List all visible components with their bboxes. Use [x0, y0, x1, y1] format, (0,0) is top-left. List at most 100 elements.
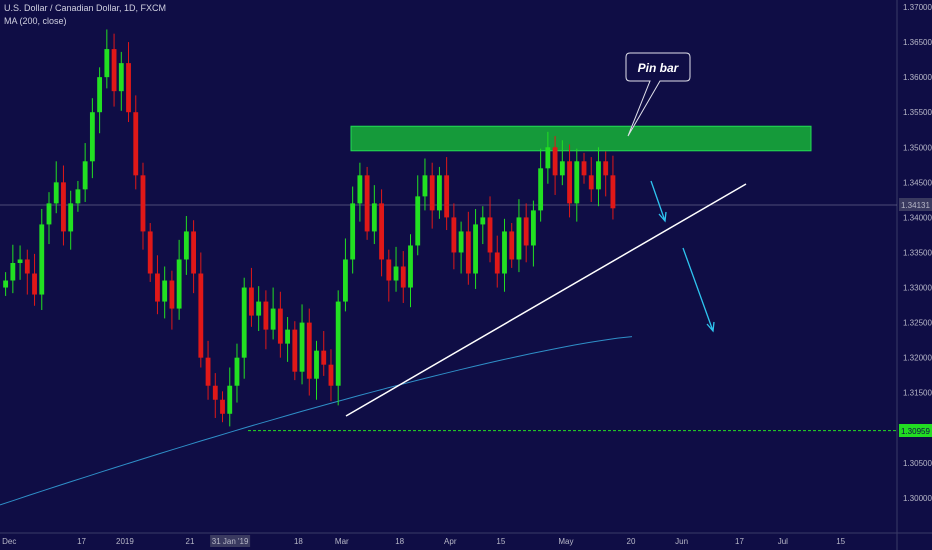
x-tick-label: May [558, 537, 573, 546]
candle-body [32, 273, 37, 295]
candle-body [111, 49, 117, 92]
y-tick-label: 1.35000 [903, 143, 932, 152]
x-tick-label: 18 [395, 537, 404, 546]
candle-body [364, 175, 370, 232]
candle-body [299, 322, 305, 372]
candle-body [458, 231, 464, 253]
x-tick-label: 18 [294, 537, 303, 546]
candle-body [567, 161, 572, 204]
arrow-short [650, 180, 667, 223]
moving-average-line [0, 336, 633, 506]
candle-body [596, 161, 601, 190]
candle-body [227, 385, 233, 414]
candle-body [3, 280, 9, 288]
y-tick-label: 1.32500 [903, 319, 932, 328]
callout-text: Pin bar [638, 61, 680, 75]
y-tick-label: 1.32000 [903, 354, 932, 363]
candle-body [234, 357, 240, 386]
x-tick-label: 2019 [116, 537, 134, 546]
candle-body [46, 203, 52, 225]
candle-body [494, 252, 500, 274]
candle-body [183, 231, 189, 260]
candle-body [444, 175, 450, 218]
candle-body [198, 273, 204, 358]
x-tick-label: 17 [735, 537, 744, 546]
x-tick-label: 15 [836, 537, 845, 546]
candle-body [256, 301, 262, 316]
candle-body [241, 287, 247, 358]
x-tick-label: Apr [444, 537, 457, 546]
candle-body [270, 308, 276, 330]
candle-body [393, 266, 399, 281]
candle-body [610, 175, 616, 209]
candle-body [422, 175, 428, 197]
candle-body [530, 210, 536, 246]
candle-body [24, 259, 30, 274]
x-tick-label: 17 [77, 537, 86, 546]
support-price-label: 1.30959 [901, 427, 930, 436]
support-price-tag: 1.30959 [899, 424, 932, 437]
candle-body [343, 259, 348, 302]
x-tick-label: 21 [186, 537, 195, 546]
x-tick-label: 15 [496, 537, 505, 546]
candle-body [162, 280, 168, 302]
y-tick-label: 1.35500 [903, 108, 932, 117]
candle-body [118, 63, 124, 92]
candle-body [17, 259, 23, 263]
candle-body [314, 350, 319, 379]
candle-body [502, 231, 507, 274]
candle-body [285, 329, 290, 344]
candle-body [415, 196, 421, 246]
y-tick-label: 1.37000 [903, 3, 932, 12]
resistance-zone [350, 125, 812, 152]
time-axis[interactable]: Dec 17 2019 21 31 Jan '19 18 Mar 18 Apr 15 May 20 Ju… [2, 535, 846, 547]
pin-bar-callout: Pin bar [625, 52, 691, 137]
x-tick-label: Dec [2, 537, 16, 546]
candle-body [249, 287, 254, 316]
candle-body [104, 49, 110, 78]
candle-body [133, 112, 139, 176]
candle-body [191, 231, 197, 274]
candle-body [400, 266, 406, 288]
candle-body [429, 175, 435, 211]
candles [3, 29, 616, 427]
candle-body [292, 329, 298, 372]
y-tick-label: 1.33000 [903, 284, 932, 293]
candle-body [574, 161, 580, 204]
candle-body [277, 308, 283, 344]
candle-body [350, 203, 356, 260]
candle-body [75, 189, 81, 204]
candle-body [89, 112, 95, 162]
candle-body [371, 203, 377, 232]
candle-body [523, 217, 529, 246]
candle-body [321, 350, 327, 365]
candle-body [408, 245, 413, 288]
candle-body [147, 231, 153, 274]
candle-body [552, 147, 558, 176]
candle-body [39, 224, 45, 295]
y-tick-label: 1.30500 [903, 459, 932, 468]
candle-body [516, 217, 522, 260]
candle-body [509, 231, 515, 260]
candle-body [465, 231, 471, 274]
candle-body [155, 273, 160, 302]
x-tick-label: Mar [335, 537, 349, 546]
candle-body [473, 224, 478, 274]
y-tick-label: 1.33500 [903, 248, 932, 257]
candle-body [437, 175, 442, 211]
y-tick-label: 1.30000 [903, 494, 932, 503]
x-tick-label: Jun [675, 537, 688, 546]
candle-body [487, 217, 493, 253]
price-axis[interactable]: 1.37000 1.36500 1.36000 1.35500 1.35000 1.345… [903, 3, 932, 503]
candle-body [212, 385, 218, 400]
candle-body [263, 301, 269, 330]
candle-body [335, 301, 341, 386]
candle-body [306, 322, 312, 379]
candle-body [220, 399, 225, 414]
x-tick-label: 20 [627, 537, 636, 546]
y-tick-label: 1.36000 [903, 73, 932, 82]
candle-body [10, 262, 16, 281]
candle-body [169, 280, 175, 309]
